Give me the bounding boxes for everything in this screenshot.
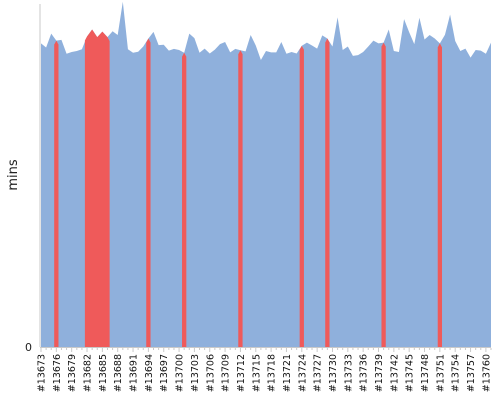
axes — [39, 4, 491, 348]
x-tick-label-13703: #13703 — [190, 354, 201, 392]
x-tick-label-13751: #13751 — [435, 354, 446, 392]
y-axis-label: mins — [6, 159, 21, 191]
area-series-build-duration — [41, 1, 491, 348]
highlight-build-13724 — [299, 45, 304, 348]
highlight-build-13701 — [182, 52, 187, 348]
x-tick-label-13682: #13682 — [83, 354, 94, 392]
x-axis-tick-labels: #13673 #13676 #13679 #13682 #13685 #13688 #136… — [37, 354, 493, 392]
x-tick-label-13709: #13709 — [221, 354, 232, 392]
x-tick-label-13736: #13736 — [359, 354, 370, 392]
x-tick-label-13712: #13712 — [236, 354, 247, 392]
x-tick-label-13745: #13745 — [405, 354, 416, 392]
highlight-build-13729 — [325, 38, 330, 348]
highlight-build-13682 — [84, 29, 110, 347]
x-tick-label-13715: #13715 — [251, 354, 262, 392]
x-tick-label-13688: #13688 — [113, 354, 124, 392]
highlight-series-layer — [54, 29, 443, 348]
x-tick-label-13673: #13673 — [37, 354, 48, 392]
x-tick-label-13718: #13718 — [267, 354, 278, 392]
x-tick-label-13742: #13742 — [389, 354, 400, 392]
x-tick-label-13676: #13676 — [52, 354, 63, 392]
x-tick-label-13706: #13706 — [205, 354, 216, 392]
x-tick-label-13694: #13694 — [144, 354, 155, 392]
x-tick-label-13727: #13727 — [313, 354, 324, 392]
x-tick-label-13730: #13730 — [328, 354, 339, 392]
x-tick-label-13724: #13724 — [297, 354, 308, 392]
x-tick-label-13685: #13685 — [98, 354, 109, 392]
x-tick-label-13748: #13748 — [420, 354, 431, 392]
x-tick-label-13754: #13754 — [451, 354, 462, 392]
x-tick-label-13679: #13679 — [67, 354, 78, 392]
x-tick-label-13691: #13691 — [129, 354, 140, 392]
y-tick-label-0: 0 — [25, 341, 32, 354]
highlight-build-13740 — [381, 42, 386, 348]
highlight-build-13676 — [54, 40, 59, 347]
x-tick-label-13733: #13733 — [343, 354, 354, 392]
x-tick-label-13697: #13697 — [159, 354, 170, 392]
x-tick-label-13721: #13721 — [282, 354, 293, 392]
x-axis-ticks — [40, 348, 492, 352]
x-tick-label-13739: #13739 — [374, 354, 385, 392]
x-tick-label-13760: #13760 — [481, 354, 492, 392]
highlight-build-13694 — [146, 38, 151, 348]
x-tick-label-13700: #13700 — [175, 354, 186, 392]
highlight-build-13751 — [437, 43, 443, 347]
highlight-build-13712 — [238, 50, 243, 348]
x-tick-label-13757: #13757 — [466, 354, 477, 392]
area-series-layer — [41, 1, 491, 348]
